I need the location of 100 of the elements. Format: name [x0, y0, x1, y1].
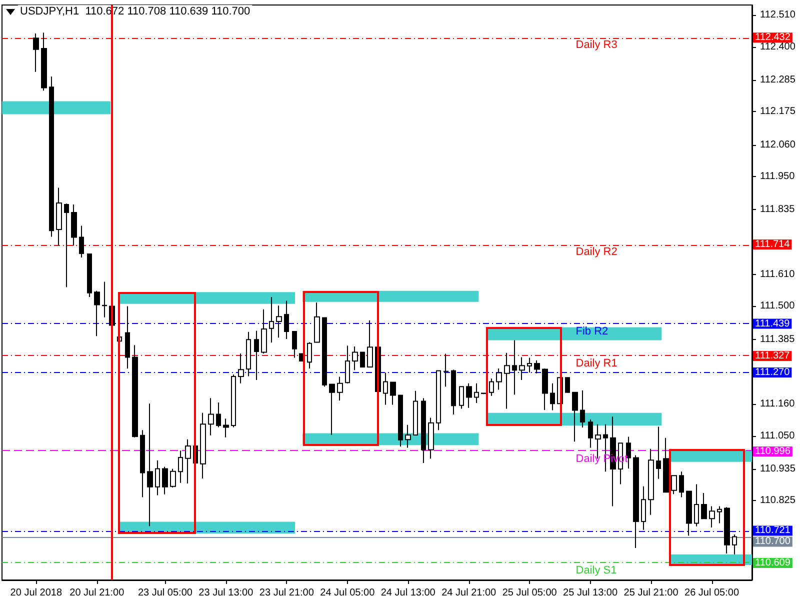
x-tick-label: 23 Jul 13:00	[198, 588, 254, 598]
candlestick	[246, 331, 251, 377]
candlestick	[49, 76, 54, 238]
candlestick	[216, 402, 221, 428]
candlestick	[398, 394, 403, 448]
y-tick-label: 111.835	[760, 204, 796, 216]
candlestick	[261, 308, 267, 354]
candlestick	[390, 382, 396, 406]
candlestick	[686, 490, 692, 536]
candlestick	[641, 486, 646, 530]
candlestick	[200, 412, 206, 480]
candlestick	[238, 352, 244, 384]
candlestick	[33, 33, 39, 72]
candlestick	[519, 356, 525, 380]
ref-line-label: 111.327	[755, 350, 790, 362]
candlestick	[671, 475, 677, 495]
x-tick-label: 20 Jul 2018	[10, 588, 62, 598]
candlestick	[292, 330, 297, 358]
x-tick-label: 24 Jul 21:00	[442, 588, 497, 598]
candlestick	[527, 357, 532, 373]
ref-line-label: 111.270	[755, 366, 790, 378]
candlestick	[474, 382, 479, 404]
candlestick	[451, 369, 456, 416]
ref-line-label: 110.609	[755, 557, 791, 568]
candlestick	[565, 377, 570, 393]
candlestick	[701, 492, 707, 520]
candlestick	[648, 448, 654, 516]
candlestick	[345, 345, 350, 384]
candlestick	[132, 344, 138, 438]
y-tick-label: 112.510	[760, 10, 796, 21]
candlestick	[679, 471, 684, 498]
candlestick	[322, 317, 327, 388]
y-tick-label: 112.400	[760, 41, 796, 52]
candlestick	[352, 346, 358, 371]
annotation: Daily R3	[576, 39, 618, 52]
candlestick	[367, 320, 373, 368]
candlestick	[572, 392, 578, 442]
candlestick	[337, 376, 343, 401]
candlestick	[307, 342, 312, 369]
candlestick	[223, 418, 229, 438]
candlestick	[413, 390, 418, 436]
candlestick	[125, 306, 130, 369]
y-tick-label: 111.050	[760, 430, 796, 442]
candlestick	[709, 506, 715, 528]
candlestick	[633, 454, 639, 549]
ref-line-label: 112.432	[755, 32, 791, 44]
candlestick	[269, 296, 274, 344]
x-tick-label: 25 Jul 13:00	[563, 588, 618, 598]
candlestick	[436, 370, 441, 431]
annotation: Daily R2	[576, 246, 618, 258]
candlestick	[694, 484, 699, 527]
x-tick-label: 24 Jul 13:00	[380, 588, 436, 598]
candlestick	[496, 368, 502, 390]
candlestick	[314, 302, 320, 343]
candlestick	[360, 352, 365, 368]
x-tick-label: 23 Jul 21:00	[259, 588, 314, 598]
candlestick	[79, 225, 84, 258]
candlestick	[147, 403, 153, 527]
candlestick	[185, 438, 191, 484]
candlestick	[162, 466, 168, 495]
candlestick	[428, 417, 434, 460]
y-tick-label: 110.825	[760, 495, 796, 506]
candlestick	[489, 378, 494, 396]
ref-line-label: 111.439	[755, 318, 790, 330]
candlestick	[732, 534, 737, 555]
candlestick	[512, 340, 517, 396]
candlestick	[656, 426, 661, 480]
candlestick	[534, 360, 540, 374]
candlestick	[254, 330, 259, 380]
ref-line-label: 110.721	[755, 525, 791, 536]
y-tick-label: 111.950	[760, 170, 796, 182]
candlestick	[64, 203, 69, 288]
candlestick	[663, 437, 669, 493]
y-tick-label: 110.935	[760, 464, 796, 475]
annotation: Daily S1	[576, 564, 617, 576]
candlestick	[580, 390, 585, 428]
candlestick	[383, 372, 388, 406]
y-tick-label: 111.385	[760, 334, 796, 345]
candlestick	[140, 430, 145, 498]
candlestick	[41, 32, 47, 92]
x-tick-label: 20 Jul 21:00	[70, 588, 125, 598]
ref-line-label: 110.700	[755, 536, 791, 548]
candlestick	[588, 418, 593, 448]
x-tick-label: 26 Jul 05:00	[684, 588, 740, 598]
y-tick-label: 111.160	[760, 398, 796, 410]
candlestick	[231, 374, 236, 428]
candlestick	[466, 382, 472, 408]
candlestick	[626, 436, 631, 469]
candlestick	[443, 353, 449, 388]
y-tick-label: 111.610	[760, 268, 796, 280]
candlestick	[459, 386, 464, 410]
y-tick-label: 111.500	[760, 300, 796, 312]
candlestick	[542, 368, 548, 410]
candlestick	[405, 424, 411, 448]
candlestick	[276, 305, 282, 338]
candlestick	[87, 253, 92, 298]
ref-line-label: 111.714	[755, 239, 790, 250]
y-tick-label: 112.060	[760, 139, 796, 150]
candlestick	[504, 352, 510, 410]
candlestick	[550, 382, 555, 411]
